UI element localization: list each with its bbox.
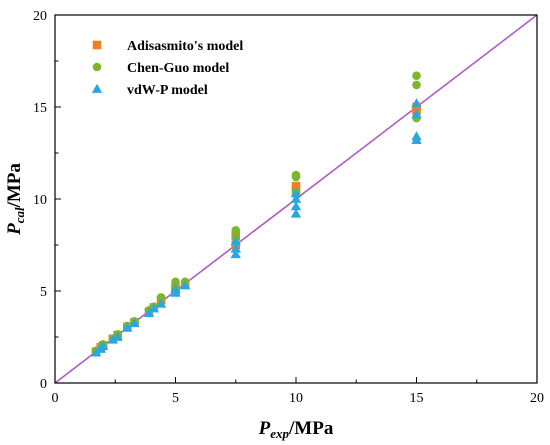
x-axis-label: Pexp/MPa xyxy=(258,418,334,441)
y-tick-label: 15 xyxy=(33,101,47,116)
y-tick-label: 5 xyxy=(40,285,47,300)
x-tick-label: 10 xyxy=(289,391,303,406)
legend: Adisasmito's model Chen-Guo model vdW-P mo… xyxy=(91,39,243,98)
y-axis-label: Pcal/MPa xyxy=(4,163,27,236)
data-point xyxy=(112,331,123,341)
points-layer xyxy=(90,71,422,357)
data-point xyxy=(290,188,302,198)
y-axis-label-unit: /MPa xyxy=(4,163,25,209)
data-point xyxy=(290,201,302,211)
legend-marker xyxy=(92,40,102,50)
legend-label: Adisasmito's model xyxy=(127,39,243,54)
legend-item: vdW-P model xyxy=(91,83,208,98)
y-tick-label: 0 xyxy=(40,377,47,392)
data-point xyxy=(148,303,160,313)
legend-label: Chen-Guo model xyxy=(127,61,229,76)
y-tick-label: 10 xyxy=(33,193,47,208)
legend-marker xyxy=(91,83,103,93)
data-point xyxy=(412,80,421,90)
data-point xyxy=(411,98,422,108)
data-point xyxy=(143,307,155,317)
x-tick-label: 0 xyxy=(52,391,59,406)
data-point xyxy=(411,131,422,141)
series-triangle xyxy=(90,98,422,357)
data-point xyxy=(411,109,422,119)
data-point xyxy=(90,347,102,357)
data-point xyxy=(290,208,302,218)
data-point xyxy=(98,341,109,351)
data-point xyxy=(122,322,133,332)
data-point xyxy=(107,334,119,344)
axes-layer: 0 5 10 15 20 0 5 10 15 20 xyxy=(33,9,544,406)
series-circle xyxy=(91,71,421,356)
y-axis-label-sub: cal xyxy=(12,207,27,223)
x-axis-label-sub: exp xyxy=(270,426,289,441)
data-point xyxy=(230,236,241,246)
y-axis-label-main: P xyxy=(4,223,25,236)
data-point xyxy=(155,298,167,308)
data-point xyxy=(171,277,180,287)
legend-marker xyxy=(92,62,102,72)
y-tick-label: 20 xyxy=(33,9,47,24)
x-tick-label: 20 xyxy=(530,391,544,406)
data-point xyxy=(156,293,166,302)
data-point xyxy=(230,243,241,253)
data-point xyxy=(179,280,191,290)
legend-item: Adisasmito's model xyxy=(92,39,243,54)
x-tick-label: 15 xyxy=(410,391,424,406)
data-point xyxy=(291,170,301,180)
legend-item: Chen-Guo model xyxy=(92,61,229,76)
data-point xyxy=(230,249,241,259)
data-point xyxy=(129,318,140,328)
x-axis-label-main: P xyxy=(258,418,271,439)
data-point xyxy=(291,181,301,191)
data-point xyxy=(231,225,241,235)
data-point xyxy=(290,193,302,203)
x-axis-label-unit: /MPa xyxy=(288,418,334,439)
legend-label: vdW-P model xyxy=(127,83,208,98)
data-point xyxy=(170,283,181,294)
data-point xyxy=(412,71,421,81)
x-tick-label: 5 xyxy=(172,391,179,406)
